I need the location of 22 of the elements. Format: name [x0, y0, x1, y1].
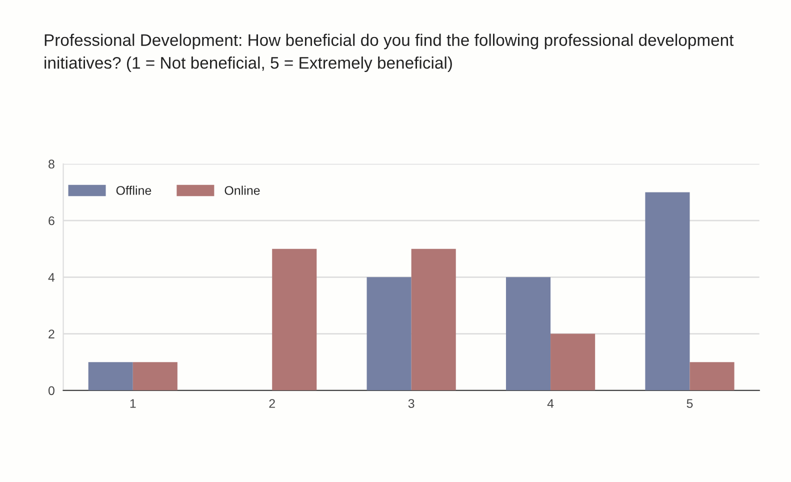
y-tick-label: 8	[48, 160, 54, 169]
y-tick-label: 0	[48, 386, 54, 396]
y-tick-label: 4	[48, 273, 55, 282]
bar	[690, 362, 734, 390]
y-tick-label: 6	[48, 216, 54, 226]
x-tick-label: 1	[130, 399, 136, 408]
y-tick-label: 2	[48, 330, 54, 338]
chart-title: Professional Development: How beneficial do you find the following professional development initiatives? (1 = Not beneficial, 5 = Extremely beneficial)	[44, 34, 734, 72]
x-tick-label: 4	[547, 399, 554, 408]
bar	[506, 277, 551, 390]
bar	[550, 334, 596, 390]
bar	[645, 192, 690, 390]
x-tick-label: 5	[686, 399, 693, 408]
bar	[411, 248, 456, 390]
bar	[272, 248, 317, 390]
bar	[132, 362, 178, 390]
x-tick-label: 2	[269, 399, 275, 408]
legend-label: Offline	[116, 186, 152, 195]
bar	[366, 277, 412, 390]
x-tick-label: 3	[408, 399, 414, 408]
bar	[88, 362, 133, 390]
legend-label: Online	[224, 186, 260, 195]
